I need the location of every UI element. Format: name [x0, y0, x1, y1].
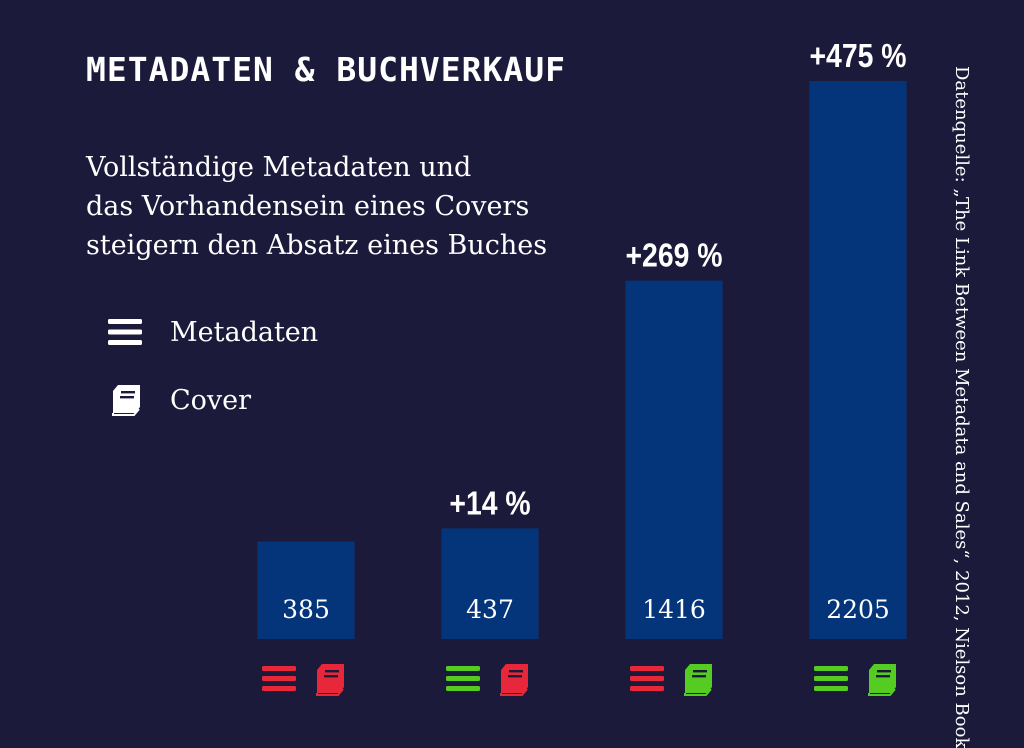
legend-item-cover: Cover	[108, 382, 251, 418]
increase-label: +269 %	[625, 237, 722, 275]
metadata-list-icon	[446, 666, 480, 691]
legend-label-metadata: Metadaten	[170, 316, 319, 348]
source-note: Datenquelle: „The Link Between Metadata …	[944, 66, 984, 748]
metadata-list-icon	[814, 666, 848, 691]
value-label: 2205	[826, 595, 890, 624]
metadata-list-icon	[630, 666, 664, 691]
legend-item-metadata: Metadaten	[108, 314, 318, 350]
list-icon	[108, 314, 148, 350]
legend-label-cover: Cover	[170, 384, 252, 416]
subtitle-line: das Vorhandensein eines Covers	[86, 191, 530, 222]
value-label: 385	[282, 595, 330, 624]
value-label: 1416	[642, 595, 706, 624]
chart-title: METADATEN & BUCHVERKAUF	[86, 50, 566, 89]
bar	[441, 528, 539, 639]
metadata-list-icon	[262, 666, 296, 691]
subtitle-line: steigern den Absatz eines Buches	[86, 230, 548, 261]
cover-book-icon	[316, 664, 344, 696]
value-label: 437	[466, 595, 514, 624]
subtitle-line: Vollständige Metadaten und	[86, 152, 472, 183]
increase-label: +475 %	[809, 37, 906, 75]
chart-subtitle: Vollständige Metadaten und das Vorhanden…	[86, 148, 566, 265]
cover-book-icon	[500, 664, 528, 696]
cover-book-icon	[868, 664, 896, 696]
cover-book-icon	[684, 664, 712, 696]
bar	[625, 280, 723, 639]
bar	[809, 81, 907, 639]
bar	[257, 541, 355, 639]
bar-chart: 385 437 +14 % 1416 +269 % 2205 +475 %	[257, 37, 907, 696]
increase-label: +14 %	[449, 484, 530, 522]
source-text: Datenquelle: „The Link Between Metadata …	[951, 66, 972, 748]
book-icon	[108, 382, 148, 418]
